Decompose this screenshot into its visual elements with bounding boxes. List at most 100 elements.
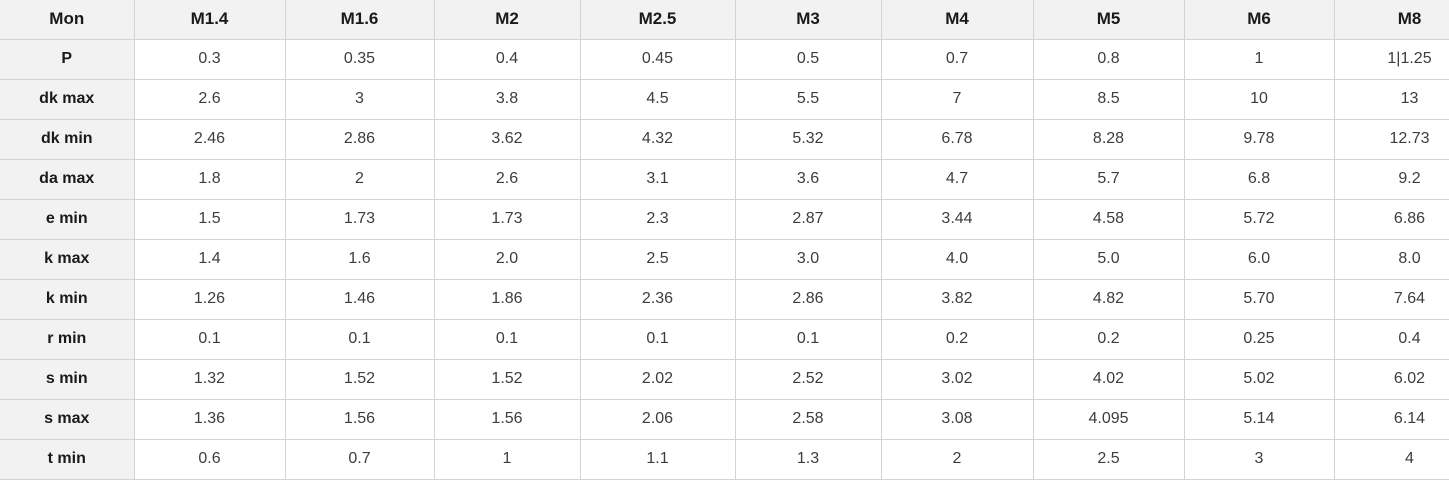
table-cell: 5.02 <box>1184 359 1335 400</box>
table-cell: 9.2 <box>1334 159 1449 200</box>
table-cell: 6.14 <box>1334 399 1449 440</box>
table-row-k-min: k min 1.26 1.46 1.86 2.36 2.86 3.82 4.82… <box>0 279 1449 320</box>
table-row-p: P 0.3 0.35 0.4 0.45 0.5 0.7 0.8 1 1|1.25 <box>0 39 1449 80</box>
table-cell: 0.1 <box>285 319 435 360</box>
table-cell: 0.1 <box>735 319 882 360</box>
table-cell: 7.64 <box>1334 279 1449 320</box>
table-cell: 5.0 <box>1033 239 1185 280</box>
table-cell: 4.32 <box>580 119 736 160</box>
table-cell: 0.1 <box>580 319 736 360</box>
column-header-mon: Mon <box>0 0 135 40</box>
table-cell: 0.8 <box>1033 39 1185 80</box>
table-cell: 1.26 <box>134 279 286 320</box>
column-header-m3: M3 <box>735 0 882 40</box>
table-cell: 4.58 <box>1033 199 1185 240</box>
table-cell: 4.82 <box>1033 279 1185 320</box>
column-header-m1-4: M1.4 <box>134 0 286 40</box>
table-cell: 8.5 <box>1033 79 1185 120</box>
table-cell: 0.2 <box>881 319 1034 360</box>
table-cell: 1.1 <box>580 439 736 480</box>
table-cell: 2.5 <box>580 239 736 280</box>
row-label: dk min <box>0 119 135 160</box>
table-cell: 3.82 <box>881 279 1034 320</box>
table-cell: 2.58 <box>735 399 882 440</box>
table-cell: 2.06 <box>580 399 736 440</box>
table-cell: 1.56 <box>285 399 435 440</box>
table-cell: 6.8 <box>1184 159 1335 200</box>
table-cell: 0.4 <box>1334 319 1449 360</box>
table-cell: 3.62 <box>434 119 581 160</box>
table-cell: 1.52 <box>434 359 581 400</box>
table-cell: 1.73 <box>285 199 435 240</box>
table-cell: 1.52 <box>285 359 435 400</box>
row-label: s max <box>0 399 135 440</box>
table-cell: 2.6 <box>134 79 286 120</box>
table-cell: 1.73 <box>434 199 581 240</box>
table-cell: 1|1.25 <box>1334 39 1449 80</box>
table-cell: 2.52 <box>735 359 882 400</box>
table-cell: 2 <box>881 439 1034 480</box>
table-cell: 1 <box>434 439 581 480</box>
table-cell: 2.86 <box>285 119 435 160</box>
table-cell: 2.46 <box>134 119 286 160</box>
table-cell: 5.7 <box>1033 159 1185 200</box>
table-cell: 6.0 <box>1184 239 1335 280</box>
table-cell: 4.7 <box>881 159 1034 200</box>
table-cell: 2.02 <box>580 359 736 400</box>
table-cell: 0.7 <box>881 39 1034 80</box>
row-label: e min <box>0 199 135 240</box>
table-cell: 2.5 <box>1033 439 1185 480</box>
table-cell: 0.45 <box>580 39 736 80</box>
table-cell: 1.8 <box>134 159 286 200</box>
table-cell: 3.0 <box>735 239 882 280</box>
table-cell: 2.36 <box>580 279 736 320</box>
table-cell: 0.1 <box>134 319 286 360</box>
table-row-e-min: e min 1.5 1.73 1.73 2.3 2.87 3.44 4.58 5… <box>0 199 1449 240</box>
table-row-dk-min: dk min 2.46 2.86 3.62 4.32 5.32 6.78 8.2… <box>0 119 1449 160</box>
table-cell: 0.25 <box>1184 319 1335 360</box>
table-cell: 2.86 <box>735 279 882 320</box>
column-header-m6: M6 <box>1184 0 1335 40</box>
table-cell: 5.5 <box>735 79 882 120</box>
row-label: t min <box>0 439 135 480</box>
table-cell: 3.02 <box>881 359 1034 400</box>
table-cell: 3.1 <box>580 159 736 200</box>
table-cell: 5.14 <box>1184 399 1335 440</box>
table-cell: 3 <box>285 79 435 120</box>
table-cell: 3.08 <box>881 399 1034 440</box>
table-cell: 4.095 <box>1033 399 1185 440</box>
table-cell: 2.6 <box>434 159 581 200</box>
table-row-da-max: da max 1.8 2 2.6 3.1 3.6 4.7 5.7 6.8 9.2 <box>0 159 1449 200</box>
column-header-m1-6: M1.6 <box>285 0 435 40</box>
row-label: k max <box>0 239 135 280</box>
table-cell: 4.02 <box>1033 359 1185 400</box>
table-cell: 2.0 <box>434 239 581 280</box>
table-row-k-max: k max 1.4 1.6 2.0 2.5 3.0 4.0 5.0 6.0 8.… <box>0 239 1449 280</box>
table-cell: 3 <box>1184 439 1335 480</box>
table-cell: 1.5 <box>134 199 286 240</box>
table-cell: 1.4 <box>134 239 286 280</box>
table-cell: 2 <box>285 159 435 200</box>
table-cell: 1.32 <box>134 359 286 400</box>
table-cell: 0.2 <box>1033 319 1185 360</box>
table-cell: 0.5 <box>735 39 882 80</box>
table-row-r-min: r min 0.1 0.1 0.1 0.1 0.1 0.2 0.2 0.25 0… <box>0 319 1449 360</box>
table-cell: 6.86 <box>1334 199 1449 240</box>
table-cell: 6.78 <box>881 119 1034 160</box>
row-label: dk max <box>0 79 135 120</box>
table-row-dk-max: dk max 2.6 3 3.8 4.5 5.5 7 8.5 10 13 <box>0 79 1449 120</box>
table-cell: 13 <box>1334 79 1449 120</box>
table-cell: 1.56 <box>434 399 581 440</box>
header-row: Mon M1.4 M1.6 M2 M2.5 M3 M4 M5 M6 M8 <box>0 0 1449 40</box>
column-header-m5: M5 <box>1033 0 1185 40</box>
table-row-s-max: s max 1.36 1.56 1.56 2.06 2.58 3.08 4.09… <box>0 399 1449 440</box>
table-cell: 5.32 <box>735 119 882 160</box>
table-cell: 0.1 <box>434 319 581 360</box>
table-cell: 1.3 <box>735 439 882 480</box>
column-header-m2: M2 <box>434 0 581 40</box>
table-row-s-min: s min 1.32 1.52 1.52 2.02 2.52 3.02 4.02… <box>0 359 1449 400</box>
table-cell: 1.6 <box>285 239 435 280</box>
table-cell: 1.36 <box>134 399 286 440</box>
